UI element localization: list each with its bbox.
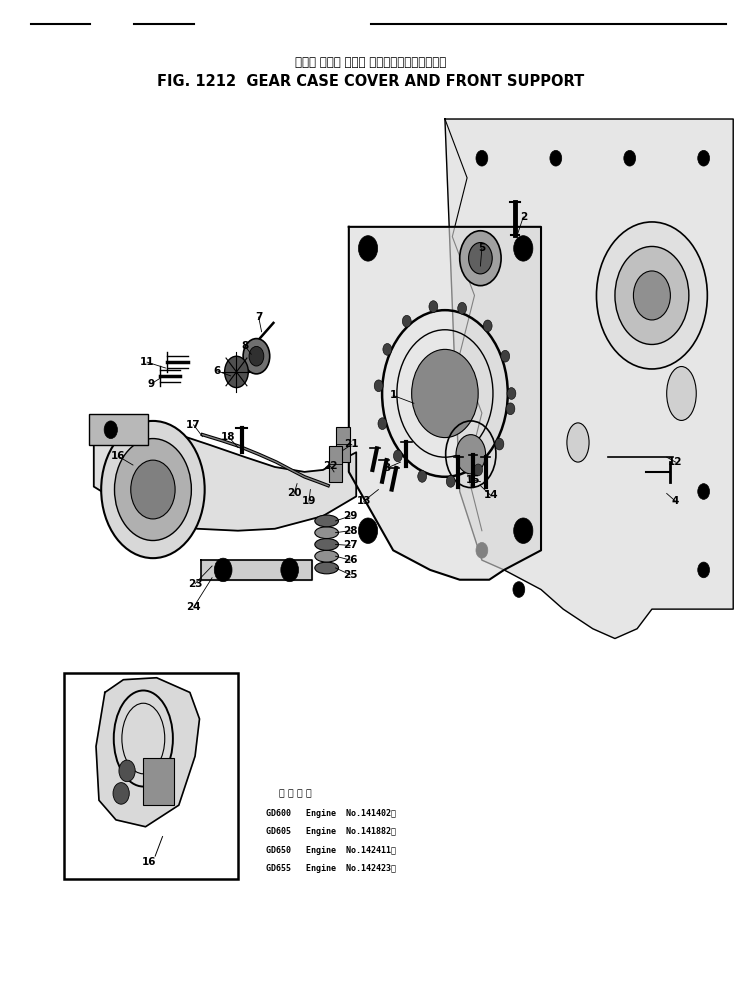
Text: 9: 9	[148, 378, 155, 388]
Circle shape	[476, 543, 487, 558]
Circle shape	[280, 558, 298, 582]
Circle shape	[458, 303, 467, 315]
Circle shape	[615, 247, 689, 344]
Circle shape	[358, 518, 378, 544]
Text: GD655   Engine  No.142423～: GD655 Engine No.142423～	[266, 864, 396, 873]
Text: 5: 5	[479, 244, 485, 254]
Polygon shape	[201, 560, 312, 580]
Bar	[329, 446, 342, 482]
Text: 23: 23	[188, 579, 203, 589]
Circle shape	[469, 243, 492, 274]
Text: 27: 27	[343, 541, 358, 550]
Circle shape	[624, 150, 636, 166]
Ellipse shape	[315, 527, 338, 539]
Circle shape	[114, 438, 191, 541]
Circle shape	[476, 150, 487, 166]
Text: 13: 13	[356, 496, 371, 506]
Circle shape	[358, 236, 378, 261]
Circle shape	[446, 476, 455, 488]
Text: ギヤー ケース カバー およびフロントサポート: ギヤー ケース カバー およびフロントサポート	[295, 56, 447, 69]
Circle shape	[402, 316, 411, 327]
Bar	[65, 672, 238, 879]
Text: 4: 4	[672, 496, 679, 506]
Text: 17: 17	[186, 420, 201, 430]
Circle shape	[697, 562, 709, 578]
Circle shape	[412, 349, 478, 437]
Text: 12: 12	[669, 457, 683, 467]
Circle shape	[513, 236, 533, 261]
Circle shape	[429, 301, 438, 313]
Circle shape	[456, 434, 485, 474]
Bar	[336, 427, 349, 462]
Text: 15: 15	[466, 475, 480, 485]
Circle shape	[383, 343, 392, 355]
Circle shape	[101, 421, 205, 558]
Circle shape	[550, 150, 562, 166]
Text: 21: 21	[344, 439, 359, 449]
Text: FIG. 1212  GEAR CASE COVER AND FRONT SUPPORT: FIG. 1212 GEAR CASE COVER AND FRONT SUPP…	[157, 75, 585, 89]
Ellipse shape	[315, 550, 338, 562]
Circle shape	[249, 346, 264, 366]
Circle shape	[506, 403, 515, 415]
Text: 11: 11	[139, 357, 154, 367]
Circle shape	[483, 320, 492, 332]
Text: 7: 7	[255, 312, 263, 322]
Circle shape	[131, 460, 175, 519]
Circle shape	[501, 350, 510, 362]
Text: 16: 16	[111, 451, 125, 461]
Circle shape	[214, 558, 232, 582]
Circle shape	[225, 356, 249, 387]
Circle shape	[495, 438, 504, 450]
Ellipse shape	[567, 423, 589, 462]
Ellipse shape	[315, 515, 338, 527]
Text: 14: 14	[484, 491, 498, 500]
Polygon shape	[445, 119, 733, 639]
Circle shape	[697, 484, 709, 499]
Circle shape	[113, 782, 129, 804]
Text: GD605   Engine  No.141882～: GD605 Engine No.141882～	[266, 827, 396, 837]
Bar	[143, 758, 174, 805]
Polygon shape	[96, 677, 200, 827]
Text: 1: 1	[390, 390, 397, 400]
Circle shape	[513, 518, 533, 544]
Text: 2: 2	[519, 212, 527, 222]
Ellipse shape	[315, 539, 338, 550]
Text: GD600   Engine  No.141402～: GD600 Engine No.141402～	[266, 808, 396, 818]
Text: 24: 24	[186, 603, 201, 612]
Text: 8: 8	[242, 341, 249, 352]
Text: 16: 16	[142, 857, 157, 867]
Text: 6: 6	[214, 366, 221, 376]
Text: 28: 28	[343, 526, 358, 536]
Circle shape	[378, 418, 387, 430]
Text: 20: 20	[287, 489, 301, 498]
Circle shape	[597, 222, 707, 369]
Circle shape	[393, 450, 402, 462]
Ellipse shape	[315, 562, 338, 574]
Circle shape	[634, 271, 670, 319]
Polygon shape	[93, 421, 356, 531]
Circle shape	[374, 379, 383, 391]
Circle shape	[513, 582, 525, 598]
Text: 適 用 車 種: 適 用 車 種	[279, 789, 312, 798]
Circle shape	[473, 464, 482, 476]
Text: 25: 25	[343, 570, 358, 580]
Text: GD650   Engine  No.142411～: GD650 Engine No.142411～	[266, 845, 396, 855]
Circle shape	[119, 760, 135, 781]
Polygon shape	[349, 227, 541, 580]
Text: 26: 26	[343, 555, 358, 565]
Ellipse shape	[667, 367, 696, 421]
Circle shape	[243, 338, 270, 374]
Circle shape	[418, 471, 427, 483]
Bar	[88, 414, 148, 445]
Text: 3: 3	[384, 463, 391, 473]
Circle shape	[507, 387, 516, 399]
Text: 29: 29	[343, 511, 358, 521]
Circle shape	[697, 150, 709, 166]
Text: 19: 19	[302, 496, 316, 506]
Text: 18: 18	[221, 432, 235, 441]
Text: 22: 22	[323, 461, 338, 471]
Circle shape	[104, 421, 117, 438]
Circle shape	[460, 231, 501, 286]
